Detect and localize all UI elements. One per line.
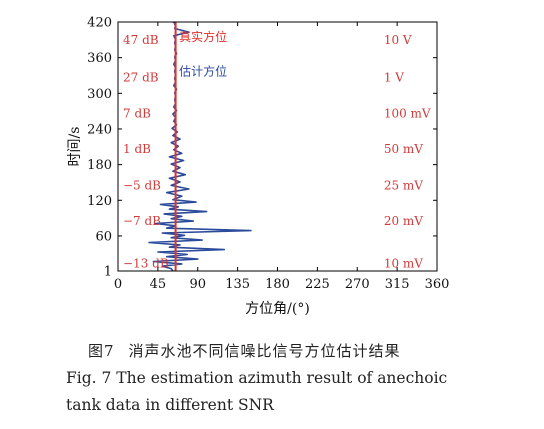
- level-label: 50 mV: [384, 142, 423, 156]
- y-tick-label: 60: [95, 229, 112, 244]
- caption-english-line-2: tank data in different SNR: [66, 396, 274, 414]
- y-tick-label: 420: [87, 16, 112, 31]
- y-axis-label: 时间/s: [67, 127, 83, 167]
- series-line-estimated: [148, 21, 252, 272]
- estimate-series-label: 估计方位: [179, 63, 227, 78]
- x-tick-label: 45: [150, 277, 167, 292]
- snr-label: 7 dB: [123, 107, 151, 121]
- estimate-series-layer: [148, 21, 252, 272]
- x-tick-label: 360: [425, 277, 450, 292]
- caption-chinese-text: 消声水池不同信噪比信号方位估计结果: [128, 342, 401, 360]
- level-label: 100 mV: [384, 107, 431, 121]
- x-tick-label: 135: [225, 277, 250, 292]
- x-tick-label: 270: [345, 277, 370, 292]
- x-tick-label: 315: [385, 277, 410, 292]
- level-label: 20 mV: [384, 214, 423, 228]
- axes-layer: 0 45 90 135 180 225 270 315 360 1 60 120 180 240 300 36…: [67, 16, 449, 318]
- true-series-label: 真实方位: [179, 29, 227, 44]
- snr-label: −13 dB: [123, 256, 169, 270]
- level-label: 1 V: [384, 70, 404, 84]
- x-axis-label: 方位角/(°): [245, 301, 310, 317]
- x-tick-label: 0: [114, 277, 122, 292]
- level-label: 10 V: [384, 33, 412, 47]
- y-tick-label: 300: [87, 87, 112, 102]
- snr-label: −7 dB: [123, 214, 161, 228]
- x-tick-label: 90: [189, 277, 206, 292]
- snr-label: 47 dB: [123, 33, 159, 47]
- caption-fig-number: 图7: [88, 342, 115, 360]
- snr-label: 27 dB: [123, 70, 159, 84]
- y-tick-label: 1: [104, 265, 112, 280]
- x-tick-label: 180: [265, 277, 290, 292]
- caption-english-line-1: Fig. 7 The estimation azimuth result of …: [66, 369, 448, 387]
- snr-label: 1 dB: [123, 142, 151, 156]
- y-tick-label: 180: [87, 158, 112, 173]
- y-tick-label: 120: [87, 194, 112, 209]
- caption-chinese: 图7 消声水池不同信噪比信号方位估计结果: [88, 340, 544, 361]
- x-tick-label: 225: [305, 277, 330, 292]
- level-label: 10 mV: [384, 256, 423, 270]
- snr-label: −5 dB: [123, 178, 161, 192]
- y-tick-label: 240: [87, 122, 112, 137]
- y-tick-label: 360: [87, 51, 112, 66]
- level-label: 25 mV: [384, 178, 423, 192]
